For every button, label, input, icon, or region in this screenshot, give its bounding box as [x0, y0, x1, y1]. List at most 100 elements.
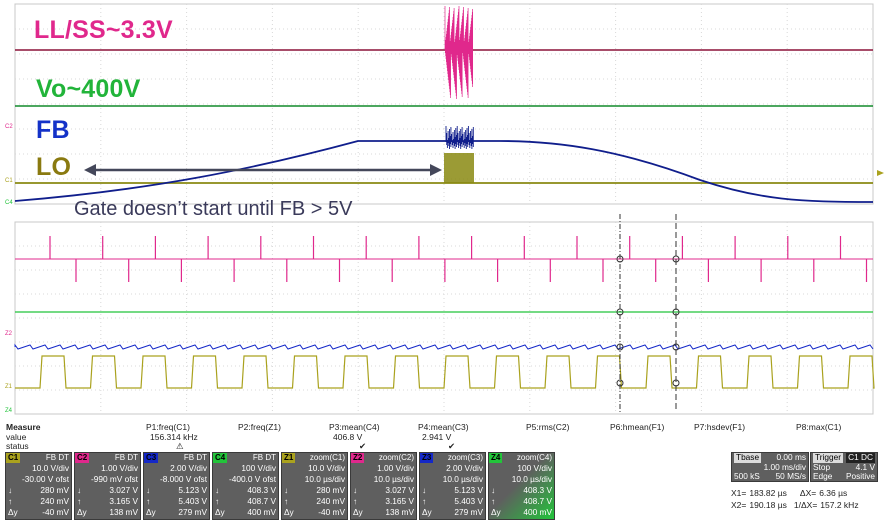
measure-status-3: ✔ — [359, 441, 367, 451]
measure-value-1: 156.314 kHz — [150, 432, 198, 442]
panel-row-value: -30.00 V ofst — [21, 474, 69, 484]
panel-row-value: -990 mV ofst — [90, 474, 138, 484]
measure-param-1[interactable]: P1:freq(C1) — [146, 422, 190, 432]
panel-row-label: ↓ — [77, 485, 82, 495]
timebase-value: 0.00 ms — [776, 452, 806, 462]
trigger-panel[interactable]: Trigger C1 DC Stop 4.1 V Edge Positive — [810, 452, 878, 482]
channel-panel-c2[interactable]: C2 FB DT 1.00 V/div -990 mV ofst ↓ 3.027 V ↑ 3.… — [74, 452, 141, 520]
measure-param-8[interactable]: P8:max(C1) — [796, 422, 842, 432]
panel-title: FB DT — [183, 453, 207, 462]
panel-row-value: 10.0 µs/div — [373, 474, 414, 484]
cursor-readout: X1= 183.82 µs ΔX= 6.36 µs X2= 190.18 µs 1/ΔX=… — [731, 488, 881, 510]
cursor-invdx-label: 1/ΔX= — [793, 500, 818, 510]
panel-row-value: 240 mV — [40, 496, 69, 506]
panel-row-value: 408.3 V — [247, 485, 276, 495]
measure-param-6[interactable]: P6:hmean(F1) — [610, 422, 665, 432]
measure-param-3[interactable]: P3:mean(C4) — [329, 422, 380, 432]
panel-title: zoom(C1) — [309, 453, 345, 462]
panel-row-value: 408.7 V — [523, 496, 552, 506]
channel-panel-c4[interactable]: C4 FB DT 100 V/div -400.0 V ofst ↓ 408.3 V ↑ 40… — [212, 452, 279, 520]
panel-row-label: ↑ — [146, 496, 151, 506]
panel-row-value: 10.0 µs/div — [304, 474, 345, 484]
panel-tag: Z2 — [351, 453, 365, 463]
cursor-x2-value: 190.18 µs — [749, 500, 787, 510]
channel-tag-c2: C2 — [5, 124, 13, 130]
panel-row-label: Δy — [146, 507, 156, 517]
channel-panel-z3[interactable]: Z3 zoom(C3) 2.00 V/div 10.0 µs/div ↓ 5.123 V ↑… — [419, 452, 486, 520]
measure-status-1: ⚠ — [176, 441, 184, 451]
channel-panel-c1[interactable]: C1 FB DT 10.0 V/div -30.00 V ofst ↓ 280 mV ↑ 24… — [5, 452, 72, 520]
cursor-dx-value: 6.36 µs — [819, 488, 848, 498]
panel-row-value: 279 mV — [454, 507, 483, 517]
trigger-label: Trigger — [813, 452, 843, 463]
timebase-panel[interactable]: Tbase 0.00 ms 1.00 ms/div 500 kS 50 MS/s — [731, 452, 809, 482]
cursor-invdx-value: 157.2 kHz — [820, 500, 859, 510]
measure-param-5[interactable]: P5:rms(C2) — [526, 422, 570, 432]
panel-row-label: Δy — [284, 507, 294, 517]
panel-tag: C4 — [213, 453, 228, 463]
annotation-lo: LO — [36, 153, 72, 181]
trace-burst-ss — [444, 6, 473, 99]
panel-row-label: Δy — [77, 507, 87, 517]
panel-row-value: 5.403 V — [454, 496, 483, 506]
panel-row-value: 279 mV — [178, 507, 207, 517]
panel-row-value: 2.00 V/div — [446, 463, 483, 473]
cursor-x1-marker-1 — [616, 308, 624, 316]
channel-tag-z1: Z1 — [5, 384, 13, 390]
panel-row-label: ↑ — [422, 496, 427, 506]
cursor-x2-marker-0 — [672, 255, 680, 263]
measure-status-label: status — [6, 441, 29, 451]
trace-burst-fb — [445, 126, 474, 149]
panel-title: zoom(C4) — [516, 453, 552, 462]
panel-row-value: 5.123 V — [454, 485, 483, 495]
panel-tag: C1 — [6, 453, 21, 463]
trigger-level-marker — [877, 170, 884, 176]
panel-row-value: 10.0 V/div — [308, 463, 345, 473]
channel-panel-z2[interactable]: Z2 zoom(C2) 1.00 V/div 10.0 µs/div ↓ 3.027 V ↑… — [350, 452, 417, 520]
cursor-dx-label: ΔX= — [799, 488, 817, 498]
measure-status-4: ✔ — [448, 441, 456, 451]
channel-panel-z1[interactable]: Z1 zoom(C1) 10.0 V/div 10.0 µs/div ↓ 280 mV ↑ 2… — [281, 452, 348, 520]
annotation-caption: Gate doesn’t start until FB > 5V — [74, 198, 353, 220]
measure-param-4[interactable]: P4:mean(C3) — [418, 422, 469, 432]
cursor-x1-value: 183.82 µs — [749, 488, 787, 498]
cursor-x2-label: X2= — [731, 500, 747, 510]
panel-row-label: Δy — [422, 507, 432, 517]
panel-title: zoom(C3) — [447, 453, 483, 462]
annotation-llss: LL/SS~3.3V — [34, 16, 173, 44]
channel-tag-c1: C1 — [5, 178, 13, 184]
measure-value-4: 2.941 V — [422, 432, 452, 442]
measure-header: Measure — [6, 422, 41, 432]
trigger-r1c1: Positive — [845, 471, 875, 481]
panel-row-label: ↑ — [8, 496, 13, 506]
annotation-fb: FB — [36, 116, 70, 144]
panel-row-label: ↑ — [284, 496, 289, 506]
trigger-r0c1: 4.1 V — [855, 461, 875, 472]
channel-panel-z4[interactable]: Z4 zoom(C4) 100 V/div 10.0 µs/div ↓ 408.3 V ↑ 4… — [488, 452, 555, 520]
trace-fb — [14, 140, 874, 203]
panel-row-label: ↑ — [353, 496, 358, 506]
panel-row-label: ↑ — [215, 496, 220, 506]
panel-row-label: Δy — [353, 507, 363, 517]
measure-value-3: 406.8 V — [333, 432, 363, 442]
panel-row-value: 5.123 V — [178, 485, 207, 495]
timebase-r1c1: 50 MS/s — [775, 471, 806, 481]
channel-tag-c4: C4 — [5, 200, 13, 206]
annotation-vo: Vo~400V — [36, 75, 141, 103]
panel-row-label: Δy — [8, 507, 18, 517]
cursor-x1-marker-0 — [616, 255, 624, 263]
panel-row-value: 138 mV — [109, 507, 138, 517]
timebase-r1c0: 500 kS — [734, 471, 760, 481]
timebase-r0c1: 1.00 ms/div — [763, 461, 806, 472]
panel-row-value: 100 V/div — [241, 463, 276, 473]
panel-row-value: 10.0 V/div — [32, 463, 69, 473]
channel-panel-c3[interactable]: C3 FB DT 2.00 V/div -8.000 V ofst ↓ 5.123 V ↑ 5… — [143, 452, 210, 520]
panel-row-label: ↓ — [491, 485, 496, 495]
panel-row-value: 5.403 V — [178, 496, 207, 506]
panel-row-value: 408.7 V — [247, 496, 276, 506]
measure-param-7[interactable]: P7:hsdev(F1) — [694, 422, 746, 432]
measure-param-2[interactable]: P2:freq(Z1) — [238, 422, 281, 432]
panel-row-value: -40 mV — [318, 507, 345, 517]
panel-row-label: ↓ — [8, 485, 13, 495]
